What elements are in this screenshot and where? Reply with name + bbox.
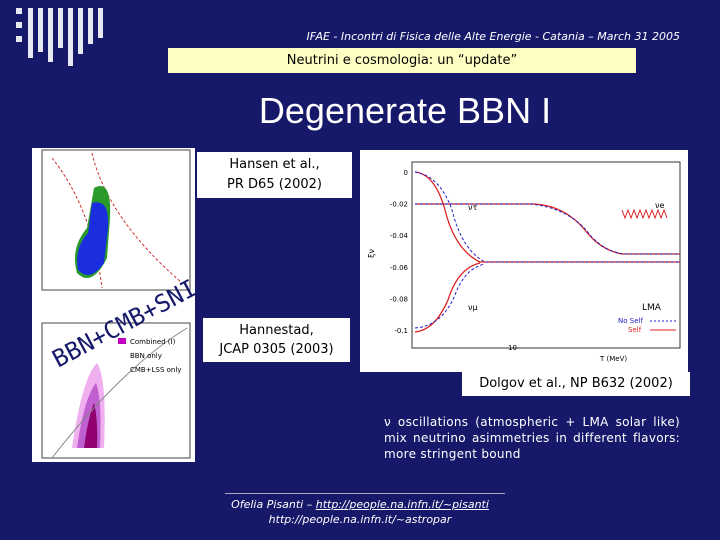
author: Ofelia Pisanti – — [231, 498, 316, 511]
left-plot: Combined (I) BBN only CMB+LSS only — [41, 149, 191, 459]
x-tick-label: 10 — [508, 344, 517, 352]
citation-line: Hannestad, — [239, 323, 314, 338]
x-axis-label: T (MeV) — [599, 355, 627, 363]
y-tick-label: -0.02 — [390, 201, 408, 209]
blue-region — [77, 202, 109, 276]
plot-frame — [411, 161, 681, 349]
curve-label: νe — [655, 201, 664, 210]
citation-line: JCAP 0305 (2003) — [219, 342, 334, 357]
footer: Ofelia Pisanti – http://people.na.infn.i… — [200, 497, 520, 527]
legend-label: BBN only — [130, 352, 162, 360]
slide-title: Degenerate BBN I — [258, 90, 552, 131]
plot-frame — [41, 149, 191, 291]
y-tick-label: 0 — [404, 169, 408, 177]
curve — [414, 171, 680, 263]
contour — [51, 327, 188, 459]
y-axis-label: ξν — [367, 249, 376, 258]
citation-line: PR D65 (2002) — [227, 177, 322, 192]
banner: Neutrini e cosmologia: un “update” — [168, 48, 636, 73]
figure-label: BBN+CMB+SNIa — [48, 267, 214, 373]
citation-line: Hansen et al., — [229, 157, 320, 172]
curve — [414, 262, 481, 333]
left-figure: Combined (I) BBN only CMB+LSS only — [32, 148, 195, 462]
curve-label: ντ — [468, 203, 477, 212]
y-tick-label: -0.08 — [390, 295, 408, 303]
legend-label: Self — [628, 326, 642, 334]
curve — [414, 263, 486, 329]
legend-swatch — [118, 338, 126, 344]
legend-label: No Self — [618, 317, 643, 325]
citation-box: Hannestad, JCAP 0305 (2003) — [203, 318, 350, 362]
legend-label: CMB+LSS only — [130, 366, 181, 374]
curve — [415, 203, 680, 255]
link[interactable]: http://people.na.infn.it/~pisanti — [315, 498, 489, 511]
region — [84, 403, 98, 448]
citation-box: Hansen et al., PR D65 (2002) — [197, 152, 352, 198]
oscillation — [621, 208, 668, 220]
right-plot: 0-0.02-0.04-0.06-0.08-0.1 10 T (MeV) ξν … — [367, 161, 681, 363]
conference: IFAE - Incontri di Fisica delle Alte Ene… — [306, 30, 680, 43]
legend-title: LMA — [642, 303, 662, 313]
right-figure: 0 -0.02 -0.04 -0.06 -0.08 -0.1 10 T (MeV) ξν … — [360, 150, 688, 372]
curve — [414, 171, 680, 263]
citation-box: Dolgov et al., NP B632 (2002) — [462, 372, 690, 396]
y-tick-label: -0.06 — [390, 264, 409, 272]
plot-frame — [41, 322, 191, 459]
figure-label-layer: BBN+CMB+SNIa — [48, 267, 214, 373]
curve-label: νμ — [468, 303, 478, 312]
contour — [91, 152, 183, 284]
contour — [51, 157, 103, 289]
y-tick-label: -0.04 — [390, 232, 409, 240]
deco-bars — [16, 8, 103, 66]
y-ticks: 0 -0.02 -0.04 -0.06 -0.08 -0.1 — [390, 169, 409, 335]
legend-label: Combined (I) — [130, 338, 176, 346]
curve — [415, 203, 680, 255]
y-tick-label: -0.1 — [394, 327, 408, 335]
link[interactable]: http://people.na.infn.it/~astropar — [268, 513, 452, 526]
footer-rule — [225, 493, 505, 494]
note: ν oscillations (atmospheric + LMA solar … — [384, 415, 680, 461]
decoration — [16, 8, 103, 66]
